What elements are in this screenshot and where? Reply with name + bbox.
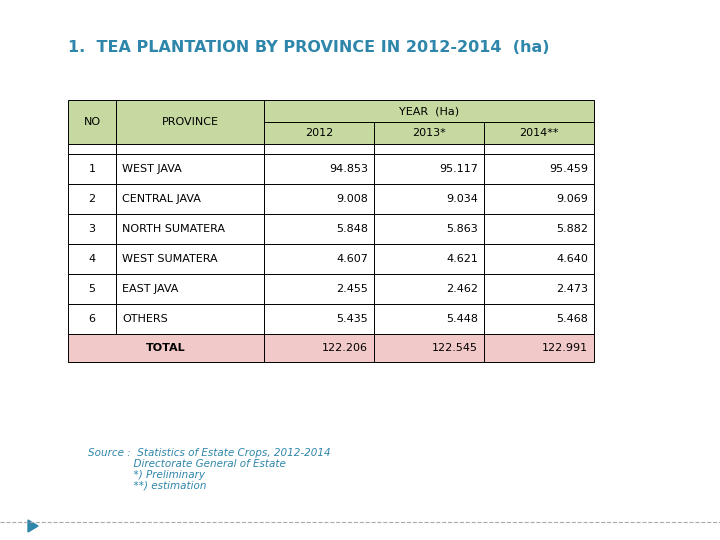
Polygon shape	[28, 520, 38, 532]
Bar	[264, 100, 594, 122]
Bar	[116, 184, 264, 214]
Text: Directorate General of Estate: Directorate General of Estate	[88, 459, 286, 469]
Bar	[484, 304, 594, 334]
Text: 122.206: 122.206	[322, 343, 368, 353]
Bar	[374, 274, 484, 304]
Text: 2.462: 2.462	[446, 284, 478, 294]
Text: WEST JAVA: WEST JAVA	[122, 164, 181, 174]
Text: 2: 2	[89, 194, 96, 204]
Bar	[374, 184, 484, 214]
Bar	[68, 184, 116, 214]
Text: 5: 5	[89, 284, 96, 294]
Bar	[116, 154, 264, 184]
Text: 4.640: 4.640	[556, 254, 588, 264]
Bar	[484, 144, 594, 154]
Text: 2.473: 2.473	[556, 284, 588, 294]
Text: 9.008: 9.008	[336, 194, 368, 204]
Bar	[264, 244, 374, 274]
Bar	[116, 144, 264, 154]
Text: *) Preliminary: *) Preliminary	[88, 470, 205, 480]
Bar	[264, 274, 374, 304]
Bar	[116, 244, 264, 274]
Text: EAST JAVA: EAST JAVA	[122, 284, 179, 294]
Bar	[68, 334, 264, 362]
Bar	[484, 184, 594, 214]
Bar	[116, 214, 264, 244]
Bar	[374, 144, 484, 154]
Bar	[374, 122, 484, 144]
Text: 5.448: 5.448	[446, 314, 478, 324]
Bar	[264, 334, 374, 362]
Text: Source :  Statistics of Estate Crops, 2012-2014: Source : Statistics of Estate Crops, 201…	[88, 448, 330, 458]
Bar	[374, 244, 484, 274]
Text: 3: 3	[89, 224, 96, 234]
Text: 5.863: 5.863	[446, 224, 478, 234]
Text: 5.882: 5.882	[556, 224, 588, 234]
Text: 2.455: 2.455	[336, 284, 368, 294]
Bar	[264, 214, 374, 244]
Text: 1: 1	[89, 164, 96, 174]
Bar	[484, 154, 594, 184]
Bar	[374, 334, 484, 362]
Text: 1.  TEA PLANTATION BY PROVINCE IN 2012-2014  (ha): 1. TEA PLANTATION BY PROVINCE IN 2012-20…	[68, 40, 549, 55]
Bar	[374, 214, 484, 244]
Bar	[264, 154, 374, 184]
Bar	[264, 304, 374, 334]
Bar	[68, 154, 116, 184]
Bar	[116, 304, 264, 334]
Text: 95.459: 95.459	[549, 164, 588, 174]
Text: 9.034: 9.034	[446, 194, 478, 204]
Bar	[68, 214, 116, 244]
Text: **) estimation: **) estimation	[88, 481, 207, 491]
Bar	[484, 244, 594, 274]
Bar	[264, 184, 374, 214]
Bar	[264, 122, 374, 144]
Text: 5.468: 5.468	[556, 314, 588, 324]
Text: 4.607: 4.607	[336, 254, 368, 264]
Text: 2013*: 2013*	[412, 128, 446, 138]
Text: NORTH SUMATERA: NORTH SUMATERA	[122, 224, 225, 234]
Text: WEST SUMATERA: WEST SUMATERA	[122, 254, 217, 264]
Text: 2012: 2012	[305, 128, 333, 138]
Text: PROVINCE: PROVINCE	[161, 117, 218, 127]
Bar	[484, 122, 594, 144]
Bar	[68, 244, 116, 274]
Bar	[116, 274, 264, 304]
Bar	[484, 274, 594, 304]
Text: 5.848: 5.848	[336, 224, 368, 234]
Text: OTHERS: OTHERS	[122, 314, 168, 324]
Bar	[68, 144, 116, 154]
Bar	[484, 214, 594, 244]
Text: 4.621: 4.621	[446, 254, 478, 264]
Text: CENTRAL JAVA: CENTRAL JAVA	[122, 194, 201, 204]
Text: 5.435: 5.435	[336, 314, 368, 324]
Text: 122.545: 122.545	[432, 343, 478, 353]
Text: 122.991: 122.991	[542, 343, 588, 353]
Text: YEAR  (Ha): YEAR (Ha)	[399, 106, 459, 116]
Text: 2014**: 2014**	[519, 128, 559, 138]
Text: NO: NO	[84, 117, 101, 127]
Bar	[374, 154, 484, 184]
Bar	[68, 274, 116, 304]
Bar	[484, 334, 594, 362]
Text: TOTAL: TOTAL	[146, 343, 186, 353]
Bar	[264, 144, 374, 154]
Text: 6: 6	[89, 314, 96, 324]
Text: 95.117: 95.117	[439, 164, 478, 174]
Bar	[68, 304, 116, 334]
Bar	[374, 304, 484, 334]
Bar	[116, 100, 264, 144]
Text: 94.853: 94.853	[329, 164, 368, 174]
Text: 4: 4	[89, 254, 96, 264]
Text: 9.069: 9.069	[556, 194, 588, 204]
Bar	[68, 100, 116, 144]
